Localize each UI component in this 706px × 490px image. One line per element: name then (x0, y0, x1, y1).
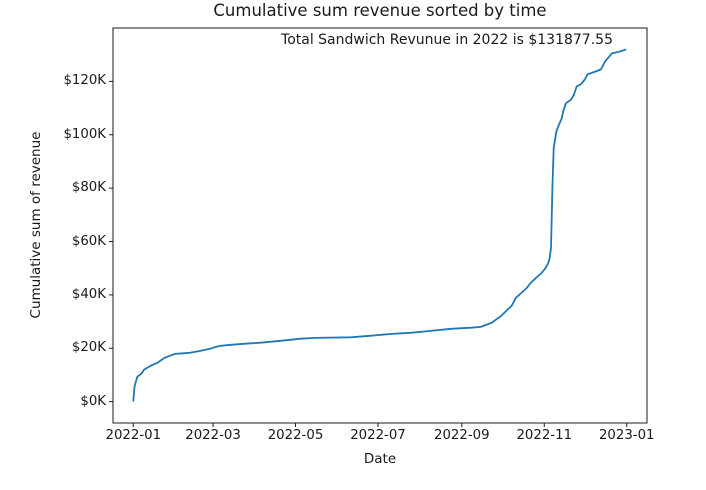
x-tick-label: 2022-05 (267, 428, 324, 443)
y-tick-label: $40K (71, 286, 106, 302)
axes-spines (112, 27, 648, 424)
x-tick-label: 2022-09 (434, 428, 490, 443)
y-tick-label: $0K (80, 393, 106, 409)
y-tick-label: $60K (71, 233, 106, 249)
y-tick-label: $100K (63, 126, 106, 142)
total-revenue-annotation: Total Sandwich Revunue in 2022 is $13187… (281, 32, 613, 48)
x-tick-label: 2022-11 (516, 428, 573, 443)
x-axis-label: Date (363, 451, 397, 467)
x-tick-label: 2022-07 (350, 428, 406, 443)
y-tick-label: $80K (71, 180, 106, 196)
x-tick-label: 2023-01 (598, 428, 655, 443)
y-tick-label: $20K (71, 340, 106, 356)
x-tick-label: 2022-03 (185, 428, 241, 443)
chart-title: Cumulative sum revenue sorted by time (213, 1, 547, 20)
y-tick-label: $120K (63, 73, 106, 89)
cumulative-revenue-line (132, 48, 627, 402)
x-tick-label: 2022-01 (105, 428, 162, 443)
